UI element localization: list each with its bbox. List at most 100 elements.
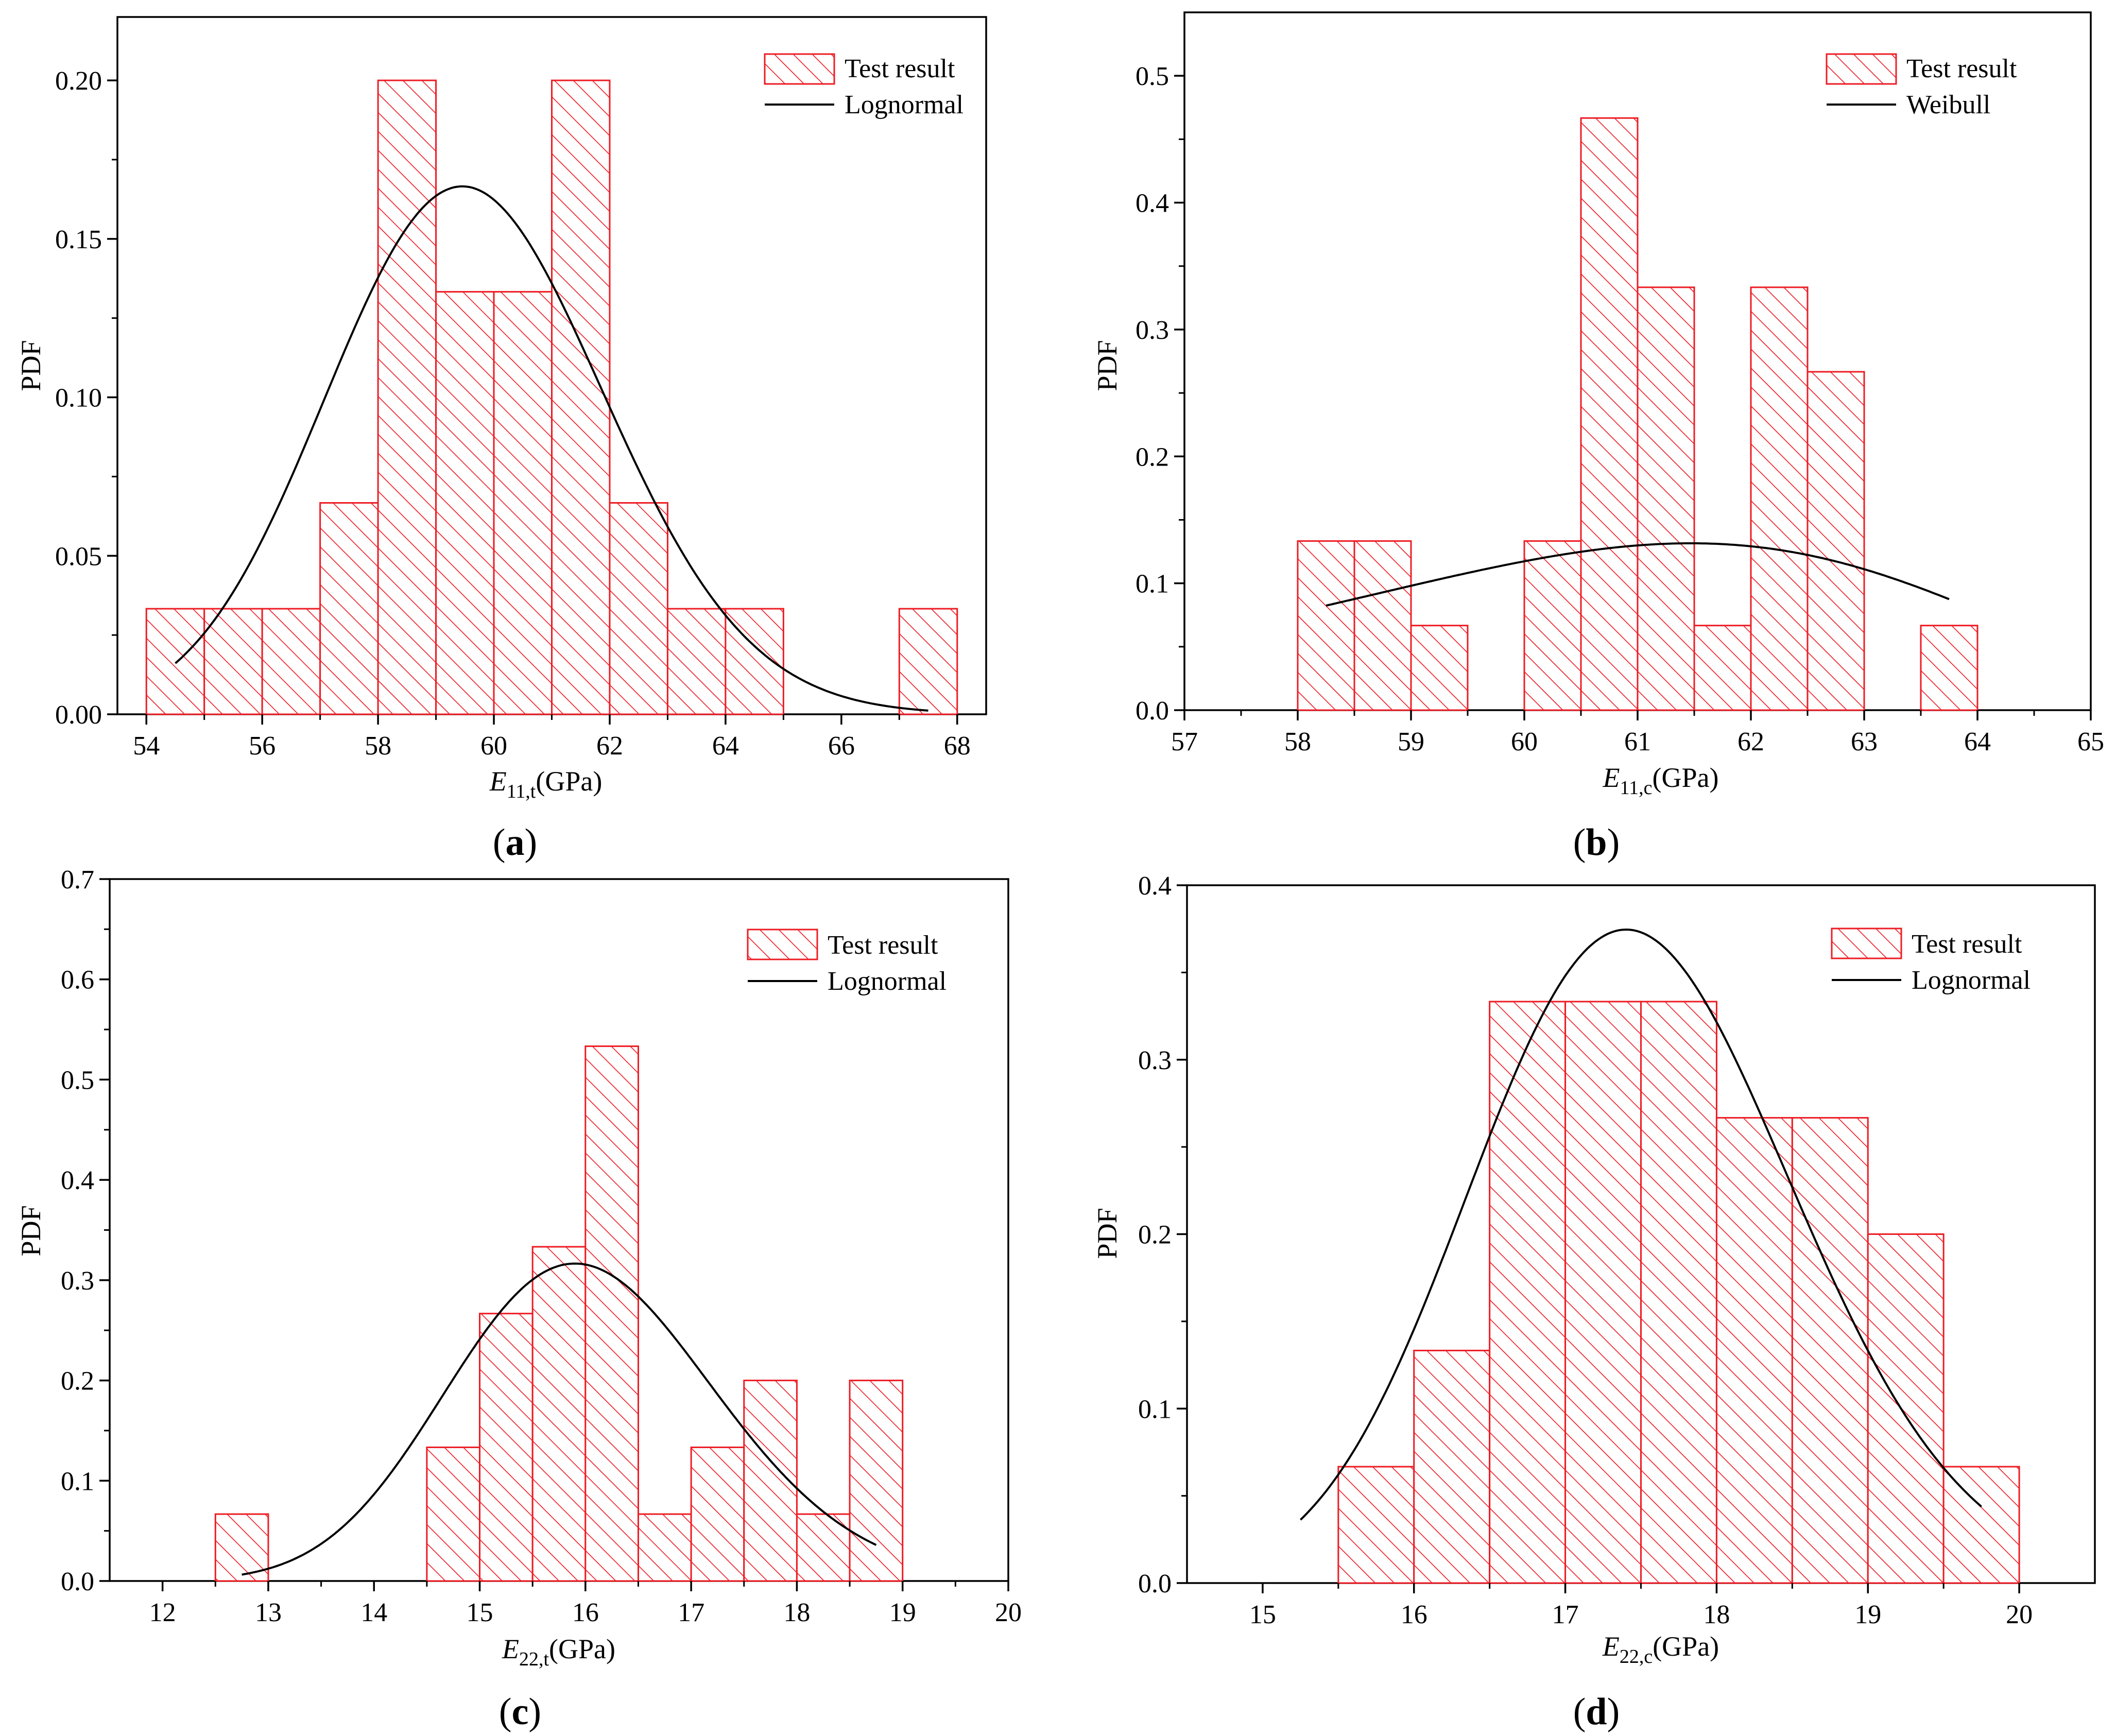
- y-tick-label: 0.20: [55, 66, 102, 96]
- y-tick-label: 0.4: [1138, 871, 1172, 901]
- legend-label-fit: Lognormal: [1912, 966, 2031, 995]
- bars: [1297, 117, 1979, 711]
- histogram-bar: [145, 608, 205, 715]
- y-tick-label: 0.5: [61, 1065, 94, 1095]
- y-axis-label: PDF: [15, 340, 46, 391]
- panel-a: 54 56 58 60 62 64 66 68 0.00 0.05 0.10 0.15 0.20 PD…: [15, 16, 987, 864]
- x-tick-label: 62: [1737, 727, 1764, 757]
- legend-label-fit: Lognormal: [845, 90, 964, 119]
- x-tick-label: 15: [467, 1598, 493, 1627]
- bars: [145, 79, 958, 715]
- histogram-bar: [609, 502, 668, 715]
- histogram-bar: [1791, 1117, 1869, 1584]
- x-tick-label: 58: [1284, 727, 1311, 757]
- legend-swatch-bars: [747, 929, 818, 960]
- histogram-bar: [493, 291, 553, 715]
- x-tick-label: 64: [1964, 727, 1991, 757]
- fit-curve: [1326, 542, 1950, 607]
- histogram-bar: [1353, 540, 1412, 711]
- x-axis-label-symbol: E: [1603, 762, 1620, 793]
- fit-curve: [242, 1262, 877, 1576]
- x-tick-label: 60: [480, 731, 507, 761]
- x-tick-label: 61: [1624, 727, 1651, 757]
- y-tick-label: 0.4: [1136, 189, 1169, 218]
- x-ticks: 12 13 14 15 16 17 18 19 20: [149, 1581, 1022, 1627]
- histogram-bar: [214, 1513, 269, 1582]
- panel-label: (c): [499, 1691, 541, 1733]
- x-tick-label: 14: [360, 1598, 387, 1627]
- panel-d: 15 16 17 18 19 20 0.0 0.1 0.2 0.3 0.4 PDF E22,c(G…: [1092, 871, 2096, 1733]
- y-ticks: 0.0 0.1 0.2 0.3 0.4 0.5: [1136, 62, 1184, 726]
- x-tick-label: 63: [1851, 727, 1878, 757]
- histogram-bar: [1715, 1117, 1793, 1584]
- x-tick-label: 66: [828, 731, 855, 761]
- x-tick-label: 18: [1703, 1600, 1730, 1629]
- x-tick-label: 54: [133, 731, 160, 761]
- fit-line: [242, 1262, 877, 1576]
- x-tick-label: 60: [1511, 727, 1538, 757]
- histogram-bar: [261, 608, 321, 715]
- y-tick-label: 0.5: [1136, 62, 1169, 91]
- panel-label: (a): [493, 821, 537, 864]
- legend-label-bars: Test result: [1906, 54, 2017, 83]
- x-axis-label-unit: (GPa): [1653, 1631, 1719, 1662]
- y-tick-label: 0.1: [1136, 570, 1169, 599]
- x-tick-label: 19: [889, 1598, 916, 1627]
- x-tick-label: 59: [1398, 727, 1424, 757]
- bars: [214, 1045, 904, 1582]
- legend-swatch-bars: [1831, 927, 1902, 959]
- x-tick-label: 16: [1401, 1600, 1427, 1629]
- x-tick-label: 18: [783, 1598, 810, 1627]
- y-tick-label: 0.4: [61, 1166, 94, 1195]
- fit-curve: [175, 185, 928, 712]
- histogram-bar: [584, 1045, 639, 1582]
- histogram-bar: [1413, 1349, 1491, 1584]
- y-axis-label: PDF: [1092, 1208, 1123, 1259]
- histogram-bar: [1750, 286, 1809, 711]
- x-tick-label: 56: [249, 731, 276, 761]
- histogram-bar: [479, 1313, 534, 1582]
- panel-label: (b): [1573, 821, 1620, 864]
- x-tick-label: 65: [2077, 727, 2104, 757]
- x-tick-label: 62: [596, 731, 623, 761]
- fit-curve: [1299, 929, 1982, 1521]
- y-tick-label: 0.3: [61, 1266, 94, 1296]
- x-tick-label: 57: [1171, 727, 1198, 757]
- legend: Test result Lognormal: [764, 53, 964, 119]
- x-axis-label-subscript: 11,t: [507, 781, 536, 802]
- histogram-bar: [849, 1380, 904, 1582]
- x-axis-label: E22,c(GPa): [1602, 1631, 1719, 1668]
- x-tick-label: 16: [572, 1598, 599, 1627]
- y-tick-label: 0.15: [55, 225, 102, 254]
- panel-b: 57 58 59 60 61 62 63 64 65 0.0 0.1 0.2 0.3 0.4 0.5 PD…: [1092, 11, 2104, 864]
- y-tick-label: 0.10: [55, 384, 102, 413]
- y-ticks: 0.0 0.1 0.2 0.3 0.4: [1138, 871, 1187, 1599]
- x-tick-label: 17: [1552, 1600, 1579, 1629]
- fit-line: [1299, 929, 1982, 1521]
- x-tick-label: 58: [365, 731, 391, 761]
- histogram-bar: [551, 79, 611, 715]
- histogram-bar: [690, 1446, 745, 1582]
- histogram-bar: [637, 1513, 692, 1582]
- histogram-bar: [319, 502, 379, 715]
- x-ticks: 15 16 17 18 19 20: [1249, 1583, 2033, 1629]
- fit-line: [175, 185, 928, 712]
- y-tick-label: 0.00: [55, 700, 102, 730]
- histogram-bar: [426, 1446, 481, 1582]
- x-axis-label: E11,c(GPa): [1603, 762, 1719, 799]
- y-tick-label: 0.0: [1136, 696, 1169, 726]
- histogram-bar: [666, 608, 727, 715]
- x-tick-label: 17: [678, 1598, 704, 1627]
- histogram-bar: [531, 1246, 587, 1582]
- y-tick-label: 0.7: [61, 865, 94, 895]
- y-tick-label: 0.1: [61, 1467, 94, 1496]
- histogram-bar: [1337, 1466, 1415, 1584]
- histogram-bar: [1867, 1233, 1945, 1584]
- y-tick-label: 0.2: [1136, 442, 1169, 472]
- x-axis-label-subscript: 22,c: [1620, 1646, 1653, 1668]
- y-axis-label: PDF: [1092, 340, 1123, 391]
- histogram-bar: [1807, 371, 1865, 711]
- histogram-bar: [1564, 1001, 1642, 1584]
- x-tick-label: 15: [1249, 1600, 1276, 1629]
